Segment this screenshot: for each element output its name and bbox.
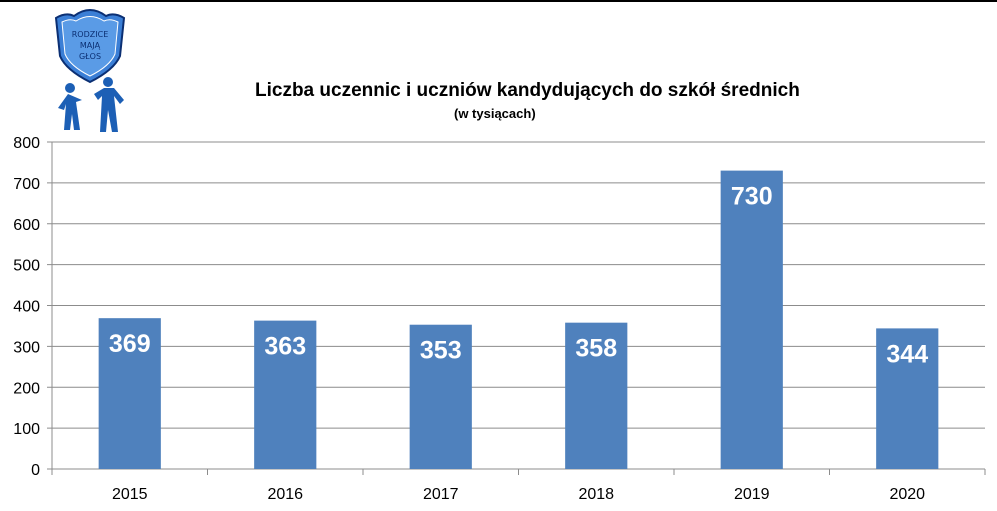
logo-line-2: MAJĄ	[80, 41, 101, 50]
y-tick-label: 500	[13, 258, 40, 275]
data-label-2020: 344	[886, 340, 928, 368]
logo-line-3: GŁOS	[79, 52, 101, 61]
data-label-2018: 358	[575, 335, 617, 363]
y-tick-label: 600	[13, 217, 40, 234]
data-label-2017: 353	[420, 337, 462, 365]
y-tick-label: 100	[13, 421, 40, 438]
top-rule	[0, 0, 997, 2]
bar-2018	[565, 322, 628, 469]
bar-2020	[876, 328, 939, 469]
logo-line-1: RODZICE	[72, 30, 109, 39]
x-tick-label-2018: 2018	[578, 486, 614, 503]
data-label-2015: 369	[109, 330, 151, 358]
y-tick-label: 700	[13, 176, 40, 193]
y-tick-label: 400	[13, 299, 40, 316]
y-tick-label: 200	[13, 380, 40, 397]
bar-2019	[720, 170, 783, 470]
chart-title: Liczba uczennic i uczniów kandydujących …	[255, 80, 800, 101]
bar-2016	[254, 320, 317, 469]
y-tick-label: 0	[31, 462, 40, 479]
bar-2015	[98, 318, 161, 469]
chart-subtitle: (w tysiącach)	[454, 106, 536, 121]
bar-2017	[409, 324, 472, 469]
y-tick-label: 800	[13, 135, 40, 152]
data-label-2019: 730	[731, 183, 773, 211]
x-tick-label-2016: 2016	[267, 486, 303, 503]
x-tick-label-2017: 2017	[423, 486, 459, 503]
rodzice-maja-glos-logo: RODZICE MAJĄ GŁOS	[54, 9, 126, 132]
y-tick-label: 300	[13, 339, 40, 356]
x-tick-label-2019: 2019	[734, 486, 770, 503]
x-tick-label-2015: 2015	[112, 486, 148, 503]
x-tick-label-2020: 2020	[889, 486, 925, 503]
data-label-2016: 363	[264, 333, 306, 361]
